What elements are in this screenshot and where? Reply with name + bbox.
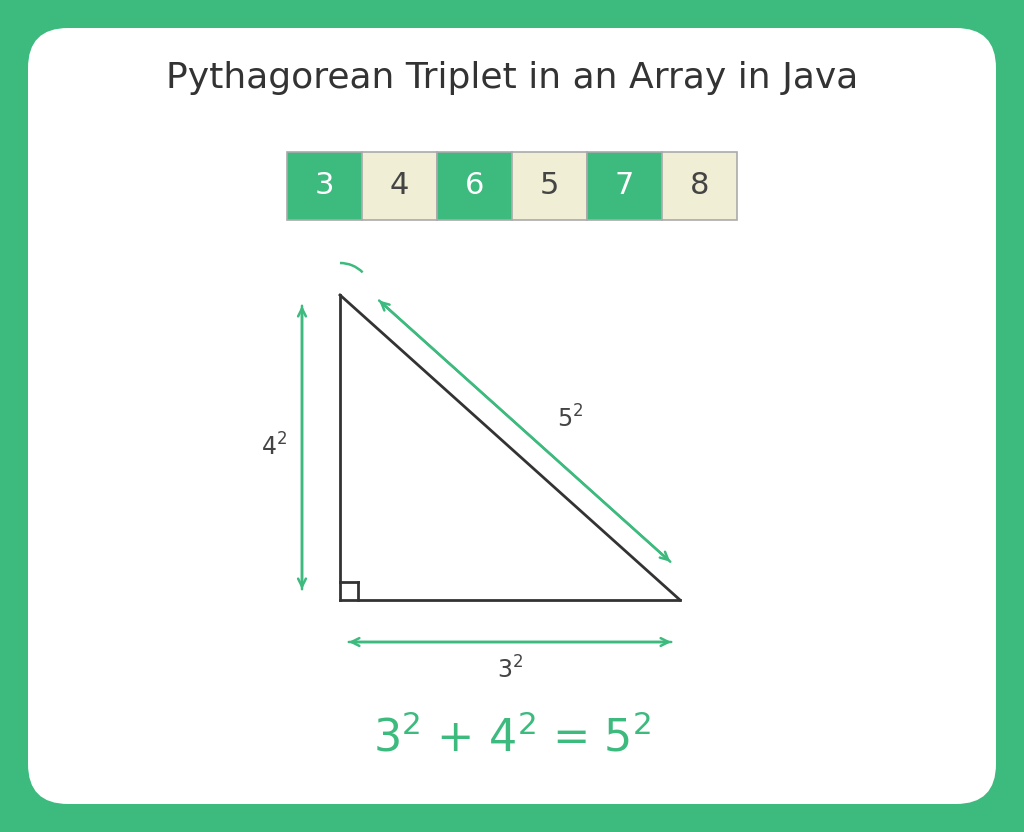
Bar xyxy=(362,152,437,220)
Text: 7: 7 xyxy=(614,171,634,201)
Text: 4$^2$: 4$^2$ xyxy=(261,434,287,461)
Text: 6: 6 xyxy=(465,171,484,201)
Text: 4: 4 xyxy=(390,171,410,201)
Text: 3$^2$: 3$^2$ xyxy=(497,656,523,684)
Bar xyxy=(662,152,737,220)
Bar xyxy=(512,152,587,220)
Bar xyxy=(587,152,662,220)
Text: 3: 3 xyxy=(314,171,334,201)
Text: 5$^2$: 5$^2$ xyxy=(557,405,583,433)
Text: 5: 5 xyxy=(540,171,559,201)
Bar xyxy=(287,152,362,220)
Text: 3$^2$ + 4$^2$ = 5$^2$: 3$^2$ + 4$^2$ = 5$^2$ xyxy=(373,716,651,760)
Text: 8: 8 xyxy=(690,171,710,201)
Text: Pythagorean Triplet in an Array in Java: Pythagorean Triplet in an Array in Java xyxy=(166,61,858,95)
FancyBboxPatch shape xyxy=(28,28,996,804)
Bar xyxy=(437,152,512,220)
